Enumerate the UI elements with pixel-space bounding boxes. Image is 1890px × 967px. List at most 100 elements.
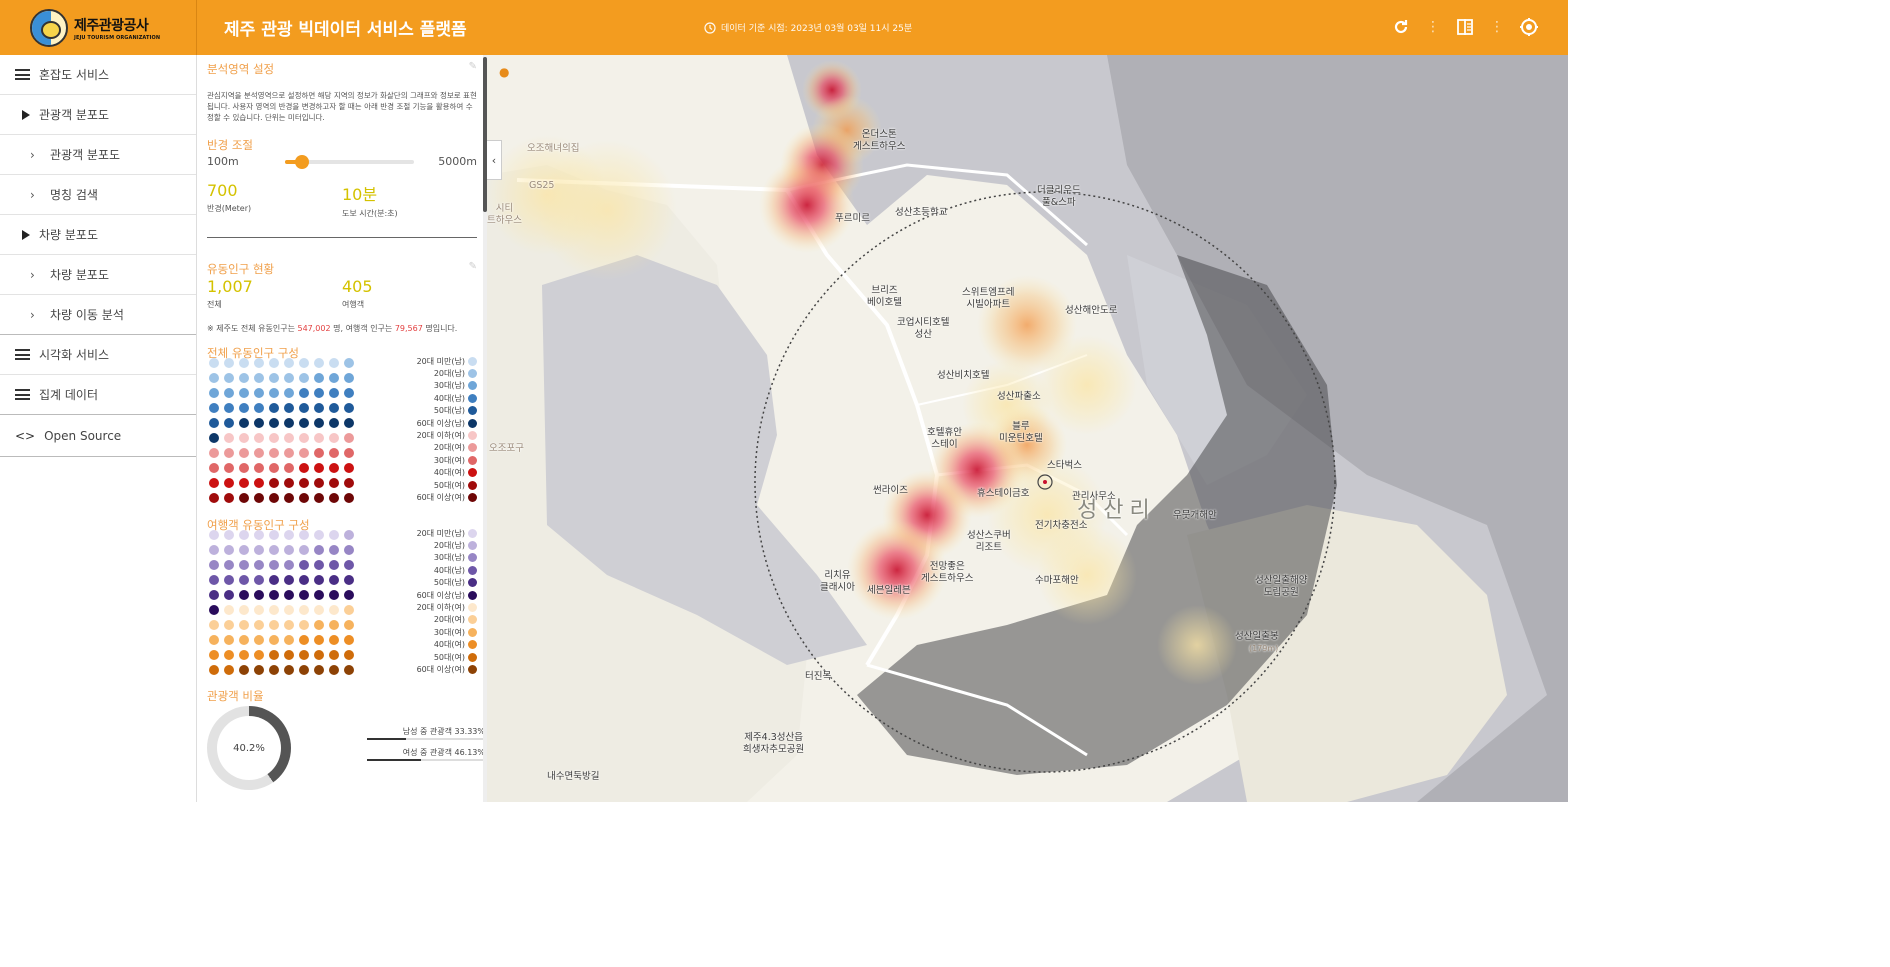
- composition-dot: [209, 358, 219, 368]
- composition-dot: [314, 463, 324, 473]
- radius-slider-handle[interactable]: [294, 154, 309, 169]
- poi-label[interactable]: 우뭇개해안: [1173, 510, 1217, 521]
- area-description: 관심지역을 분석영역으로 설정하면 해당 지역의 정보가 화살단의 그래프와 정…: [207, 91, 477, 122]
- poi-label[interactable]: 관리사무소: [1072, 491, 1116, 502]
- sidebar-item-name-search[interactable]: › 명칭 검색: [0, 175, 196, 215]
- legend-label: 60대 이상(남): [416, 590, 465, 600]
- triangle-icon: [22, 229, 30, 240]
- composition-dot: [329, 388, 339, 398]
- composition-dot: [314, 620, 324, 630]
- composition-dot: [254, 448, 264, 458]
- poi-label[interactable]: 전망좋은 게스트하우스: [921, 561, 974, 584]
- logo[interactable]: 제주관광공사 JEJU TOURISM ORGANIZATION: [0, 0, 197, 55]
- composition-dot: [344, 605, 354, 615]
- legend-swatch: [468, 418, 477, 428]
- poi-label[interactable]: 오조해녀의집: [527, 143, 580, 154]
- legend-item: 40대(남): [434, 392, 477, 404]
- composition-dot: [329, 463, 339, 473]
- legend-item: 50대(여): [434, 651, 477, 663]
- poi-label[interactable]: 내수면둑방길: [547, 771, 600, 782]
- poi-label[interactable]: 리치유 클래시아: [820, 570, 855, 593]
- legend-label: 20대(남): [433, 541, 465, 551]
- composition-dot: [239, 530, 249, 540]
- chevron-right-icon: ›: [30, 187, 35, 202]
- poi-label[interactable]: 터진목: [805, 671, 832, 682]
- poi-label[interactable]: 성산일출해양 도립공원: [1255, 575, 1308, 598]
- composition-dot: [329, 560, 339, 570]
- heatmap-map[interactable]: ● ‹ 오조해녀의집 GS25 시티 트하우스 온더스톤 게스트하우스 푸르미르…: [487, 55, 1568, 802]
- poi-label[interactable]: 스타벅스: [1047, 460, 1082, 471]
- composition-dot: [299, 545, 309, 555]
- sidebar-item-tourist-distribution[interactable]: 관광객 분포도: [0, 95, 196, 135]
- legend-swatch: [468, 615, 477, 625]
- composition-dot: [254, 590, 264, 600]
- section-divider: [207, 237, 477, 238]
- composition-dot: [329, 358, 339, 368]
- tourist-population-value: 405: [342, 277, 373, 296]
- poi-label[interactable]: 더클리우드 풀&스파: [1037, 185, 1081, 208]
- poi-label[interactable]: 제주4.3성산읍 희생자추모공원: [743, 732, 805, 755]
- edit-pencil-icon[interactable]: ✎: [468, 61, 477, 72]
- composition-dot: [314, 545, 324, 555]
- legend-label: 20대 미만(남): [416, 528, 465, 538]
- sidebar-item-aggregate-data[interactable]: 집계 데이터: [0, 375, 196, 415]
- composition-dot: [314, 448, 324, 458]
- sidebar-item-congestion[interactable]: 혼잡도 서비스: [0, 55, 196, 95]
- composition-dot: [314, 403, 324, 413]
- composition-dot: [344, 620, 354, 630]
- poi-label[interactable]: 세븐일레븐: [867, 585, 911, 596]
- poi-label[interactable]: 전기차충전소: [1035, 520, 1088, 531]
- composition-dot: [329, 530, 339, 540]
- poi-label[interactable]: 시티 트하우스: [487, 203, 522, 226]
- composition-dot: [224, 493, 234, 503]
- population-title: 유동인구 현황 ✎: [207, 261, 477, 276]
- composition-dot: [224, 433, 234, 443]
- composition-dot: [284, 620, 294, 630]
- edit-pencil-icon[interactable]: ✎: [468, 261, 477, 272]
- poi-label[interactable]: 코업시티호텔 성산: [897, 317, 950, 340]
- settings-icon[interactable]: [1518, 14, 1540, 40]
- sidebar-item-vehicle-distribution[interactable]: 차량 분포도: [0, 215, 196, 255]
- radius-slider[interactable]: [284, 154, 415, 169]
- panel-scrollbar[interactable]: [483, 55, 487, 802]
- area-settings-title: 분석영역 설정 ✎: [207, 61, 477, 76]
- composition-dot: [299, 665, 309, 675]
- poi-label[interactable]: 호텔휴안 스테이: [927, 427, 962, 450]
- poi-label[interactable]: 오조포구: [489, 443, 524, 454]
- legend-label: 20대 이하(여): [416, 431, 465, 441]
- poi-label[interactable]: 브리즈 베이호텔: [867, 285, 902, 308]
- poi-label[interactable]: 성산해안도로: [1065, 305, 1118, 316]
- split-view-icon[interactable]: [1454, 14, 1476, 40]
- composition-dot: [224, 373, 234, 383]
- poi-label[interactable]: 성산비치호텔: [937, 370, 990, 381]
- poi-label[interactable]: GS25: [529, 180, 555, 191]
- poi-label[interactable]: 성산스쿠버 리조트: [967, 530, 1011, 553]
- sidebar-item-vehicle-movement[interactable]: › 차량 이동 분석: [0, 295, 196, 335]
- poi-label[interactable]: 성산파출소: [997, 391, 1041, 402]
- poi-label[interactable]: 성산초등학교: [895, 207, 948, 218]
- sidebar-item-vehicle-distribution-map[interactable]: › 차량 분포도: [0, 255, 196, 295]
- poi-label[interactable]: 블루 미운틴호텔: [999, 421, 1043, 444]
- legend-label: 20대(남): [433, 369, 465, 379]
- visibility-eye-icon[interactable]: ●: [499, 65, 510, 79]
- refresh-icon[interactable]: [1390, 14, 1412, 40]
- male-tourist-ratio: 남성 중 관광객 33.33%: [402, 727, 485, 736]
- composition-dot: [314, 493, 324, 503]
- poi-label[interactable]: 푸르미르: [835, 213, 870, 224]
- poi-label[interactable]: 휴스테이금호: [977, 488, 1030, 499]
- sidebar-item-visualization[interactable]: 시각화 서비스: [0, 335, 196, 375]
- collapse-panel-button[interactable]: ‹: [487, 140, 502, 180]
- poi-label[interactable]: 온더스톤 게스트하우스: [853, 129, 906, 152]
- poi-label[interactable]: 썬라이즈: [873, 485, 908, 496]
- poi-label[interactable]: 스위트엠프레 시빌아파트: [962, 287, 1015, 310]
- triangle-icon: [22, 109, 30, 120]
- legend-label: 50대(여): [433, 652, 465, 662]
- poi-label[interactable]: 수마포해안: [1035, 575, 1079, 586]
- composition-dot: [209, 530, 219, 540]
- poi-label[interactable]: 성산일출봉: [1235, 631, 1279, 642]
- sidebar-item-open-source[interactable]: <> Open Source: [0, 415, 196, 457]
- composition-dot: [329, 665, 339, 675]
- legend-label: 50대(여): [433, 480, 465, 490]
- sidebar-item-tourist-distribution-map[interactable]: › 관광객 분포도: [0, 135, 196, 175]
- composition-dot: [314, 418, 324, 428]
